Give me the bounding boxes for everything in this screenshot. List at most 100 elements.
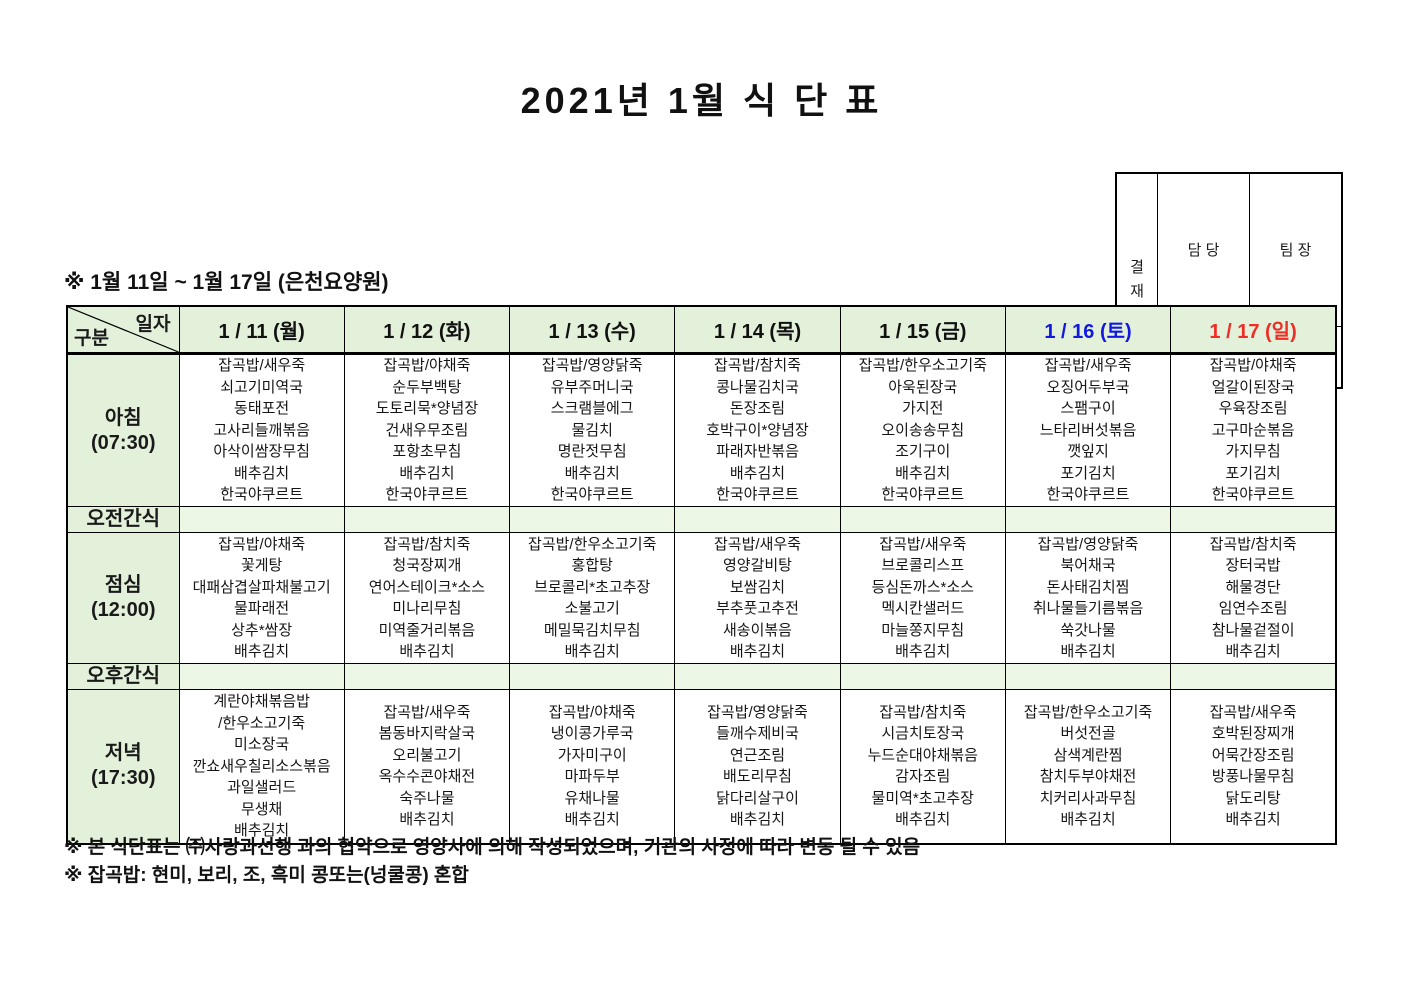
footnotes: ※ 본 식단표는 ㈜사랑과선행 과의 협약으로 영양사에 의해 작성되었으며, … (64, 834, 920, 890)
menu-item: 배추김치 (895, 464, 951, 482)
footnote-line-2: ※ 잡곡밥: 현미, 보리, 조, 흑미 콩또는(넝쿨콩) 혼합 (64, 865, 469, 886)
menu-cell: 잡곡밥/새우죽 쇠고기미역국 동태포전 고사리들깨볶음 아삭이쌈장무침 배추김치 한국야쿠르… (178, 353, 345, 507)
menu-item: 포기김치 (1225, 464, 1281, 482)
menu-item: 파래자반볶음 (716, 443, 799, 461)
meal-row-저녁: 저녁 (17:30) 계란야채볶음밥/한우소고기죽 미소장국 깐쇼새우칠리소스볶음 과일샐… (66, 689, 1337, 844)
menu-item: 꽃게탕 (240, 557, 283, 574)
menu-item: 오징어두부국 (1046, 378, 1130, 396)
menu-item: 참치두부야채전 (1039, 768, 1137, 786)
menu-item: 배추김치 (399, 811, 455, 829)
menu-item: 한국야쿠르트 (220, 486, 304, 504)
menu-item: 콩나물김치국 (716, 378, 799, 396)
menu-item: 고사리들깨볶음 (213, 421, 310, 439)
date-header: 1 / 14 (목) (674, 305, 841, 355)
menu-item: 상추*쌈장 (231, 621, 293, 639)
approval-sign-char-1: 결 (1130, 259, 1144, 277)
menu-item: 물파래전 (234, 600, 290, 617)
menu-item: 우육장조림 (1218, 400, 1288, 418)
menu-item: 호박구이*양념장 (706, 421, 809, 439)
menu-item: 치커리사과무침 (1039, 789, 1137, 807)
menu-item: 포항초무침 (392, 443, 462, 461)
menu-item: 보쌈김치 (729, 578, 786, 596)
menu-item: 냉이콩가루국 (550, 725, 634, 743)
menu-item: 물미역*초고추장 (871, 789, 974, 807)
menu-item: 잡곡밥/야채죽 (1209, 357, 1297, 375)
menu-item: 잡곡밥/한우소고기죽 (1023, 703, 1153, 721)
menu-item: 메밀묵김치무침 (543, 621, 641, 639)
menu-item: 감자조림 (895, 768, 951, 786)
menu-cell: 잡곡밥/새우죽 호박된장찌개 어묵간장조림 방풍나물무침 닭도리탕 배추김치 (1170, 689, 1337, 844)
row-label-time: (12:00) (91, 599, 156, 621)
menu-item: 잡곡밥/야채죽 (218, 535, 306, 553)
date-header: 1 / 13 (수) (509, 305, 676, 355)
menu-item: 배추김치 (564, 464, 620, 482)
menu-item: 잡곡밥/새우죽 (1209, 703, 1297, 721)
menu-item: 배추김치 (729, 643, 786, 660)
menu-item: 청국장찌개 (392, 557, 462, 574)
date-header: 1 / 16 (토) (1004, 305, 1172, 355)
row-label: 점심 (12:00) (66, 532, 180, 664)
menu-item: 동태포전 (234, 400, 290, 418)
menu-item: 연근조림 (729, 746, 786, 764)
menu-item: 배추김치 (564, 643, 620, 660)
snack-cell (1004, 506, 1172, 533)
menu-item: 조기구이 (895, 443, 951, 461)
date-header: 1 / 17 (일) (1170, 305, 1337, 355)
menu-item: 쇠고기미역국 (220, 378, 304, 396)
footnote-line-1: ※ 본 식단표는 ㈜사랑과선행 과의 협약으로 영양사에 의해 작성되었으며, … (64, 837, 921, 858)
menu-item: 브로콜리스프 (881, 557, 965, 574)
menu-item: 배추김치 (1225, 643, 1281, 660)
menu-item: 삼색계란찜 (1053, 746, 1123, 764)
menu-item: 아삭이쌈장무침 (213, 443, 310, 461)
menu-item: 한국야쿠르트 (716, 486, 799, 504)
menu-item: 연어스테이크*소스 (368, 578, 486, 596)
menu-item: 가자미구이 (557, 746, 627, 764)
menu-item: 오리불고기 (392, 746, 462, 764)
menu-item: 브로콜리*초고추장 (534, 578, 651, 596)
menu-cell: 잡곡밥/참치죽 청국장찌개 연어스테이크*소스 미나리무침 미역줄거리볶음 배추김치 (343, 532, 511, 664)
menu-item: 버섯전골 (1060, 725, 1116, 743)
menu-item: 잡곡밥/영양닭죽 (1037, 535, 1139, 553)
menu-item: 닭다리살구이 (716, 789, 799, 807)
corner-label-date: 일자 (135, 314, 171, 335)
menu-item: 오이송송무침 (881, 421, 965, 439)
meal-row-오후간식: 오후간식 (66, 663, 1337, 690)
menu-item: 얼갈이된장국 (1211, 378, 1295, 396)
menu-item: 고구마순볶음 (1211, 421, 1295, 439)
menu-item: 잡곡밥/참치죽 (714, 357, 801, 375)
page-title: 2021년 1월 식 단 표 (520, 80, 883, 121)
menu-cell: 잡곡밥/야채죽 꽃게탕 대패삼겹살파채불고기 물파래전 상추*쌈장 배추김치 (178, 532, 345, 664)
menu-cell: 잡곡밥/야채죽 순두부백탕 도토리묵*양념장 건새우무조림 포항초무침 배추김치 한국야쿠르… (343, 353, 511, 507)
menu-cell: 잡곡밥/야채죽 냉이콩가루국 가자미구이 마파두부 유채나물 배추김치 (509, 689, 676, 844)
menu-item: 잡곡밥/새우죽 (218, 357, 306, 375)
date-header: 1 / 11 (월) (178, 305, 345, 355)
snack-cell (839, 506, 1006, 533)
menu-item: 장터국밥 (1225, 557, 1281, 574)
menu-item: 잡곡밥/참치죽 (1209, 535, 1297, 553)
date-header: 1 / 12 (화) (343, 305, 511, 355)
snack-cell (1170, 663, 1337, 690)
menu-item: 소불고기 (564, 600, 620, 617)
menu-cell: 잡곡밥/새우죽 봄동바지락살국 오리불고기 옥수수콘야채전 숙주나물 배추김치 (343, 689, 511, 844)
snack-cell (1170, 506, 1337, 533)
menu-item: 과일샐러드 (227, 779, 297, 796)
menu-item: 취나물들기름볶음 (1032, 600, 1144, 617)
meal-row-점심: 점심 (12:00) 잡곡밥/야채죽 꽃게탕 대패삼겹살파채불고기 물파래전 상추*쌈장 배추… (66, 532, 1337, 664)
menu-item: 배추김치 (729, 811, 786, 829)
menu-item: 한국야쿠르트 (1046, 486, 1130, 504)
menu-item: 돈장조림 (729, 400, 786, 418)
menu-item: 옥수수콘야채전 (378, 768, 476, 786)
snack-cell (674, 663, 841, 690)
menu-cell: 잡곡밥/새우죽 영양갈비탕 보쌈김치 부추풋고추전 새송이볶음 배추김치 (674, 532, 841, 664)
snack-cell (674, 506, 841, 533)
menu-item: 깐쇼새우칠리소스볶음 (192, 757, 331, 775)
menu-item: 잡곡밥/영양닭죽 (707, 703, 808, 721)
row-label-time: (07:30) (91, 431, 156, 454)
menu-item: 멕시칸샐러드 (881, 600, 965, 617)
corner-cell: 일자 구분 (66, 305, 180, 355)
snack-cell (509, 506, 676, 533)
menu-item: 배추김치 (895, 811, 951, 829)
menu-item: 잡곡밥/새우죽 (383, 703, 471, 721)
row-label: 오전간식 (66, 506, 180, 533)
